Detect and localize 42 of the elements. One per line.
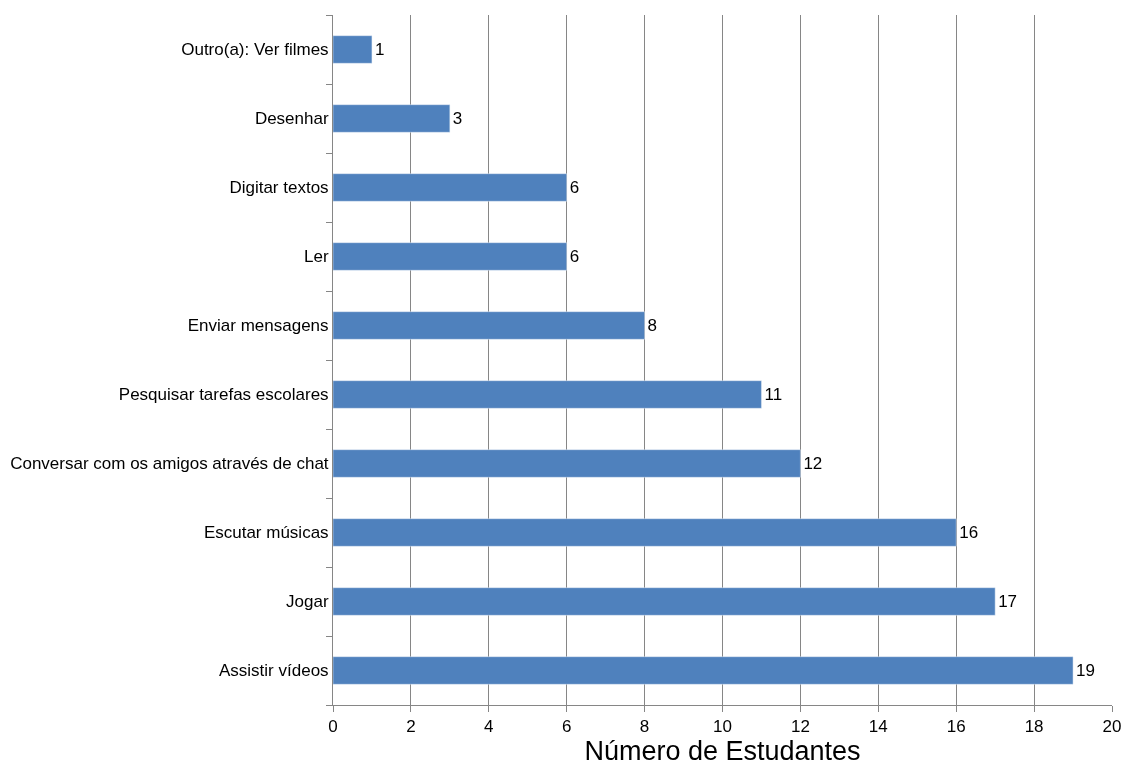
- bar: [333, 656, 1074, 685]
- x-tick-label: 4: [484, 717, 494, 737]
- data-label: 6: [569, 247, 580, 266]
- bar: [333, 35, 373, 64]
- bar: [333, 242, 567, 271]
- data-label: 1: [374, 40, 385, 59]
- data-label: 8: [647, 316, 658, 335]
- y-tick-label: Desenhar: [254, 109, 329, 129]
- y-tick-label: Jogar: [286, 592, 329, 612]
- x-tick-label: 14: [868, 717, 888, 737]
- bar: [333, 311, 645, 340]
- data-label: 16: [959, 523, 979, 542]
- x-axis-title: Número de Estudantes: [584, 736, 861, 767]
- y-tick-label: Digitar textos: [229, 178, 329, 198]
- x-tick-label: 8: [639, 717, 650, 737]
- y-tick-label: Pesquisar tarefas escolares: [118, 385, 329, 405]
- x-tick-label: 16: [946, 717, 966, 737]
- y-tick-label: Assistir vídeos: [219, 661, 329, 681]
- bar: [333, 173, 567, 202]
- data-label: 3: [452, 109, 463, 128]
- bar: [333, 587, 996, 616]
- data-label: 19: [1076, 661, 1095, 680]
- bar: [333, 449, 801, 478]
- x-tick-label: 2: [406, 717, 416, 737]
- data-label: 17: [998, 592, 1018, 611]
- x-tick-label: 12: [790, 717, 810, 737]
- data-label: 12: [803, 454, 823, 473]
- bar: [333, 380, 762, 409]
- x-tick-label: 18: [1024, 717, 1044, 737]
- bar: [333, 104, 451, 133]
- data-label: 11: [764, 385, 783, 404]
- y-tick-label: Outro(a): Ver filmes: [181, 40, 329, 60]
- y-tick-label: Enviar mensagens: [187, 316, 329, 336]
- x-tick-label: 20: [1102, 717, 1122, 737]
- y-tick-label: Escutar músicas: [203, 523, 329, 543]
- y-tick-label: Ler: [304, 247, 329, 267]
- bar: [333, 518, 957, 547]
- x-tick-label: 6: [561, 717, 572, 737]
- x-tick-label: 0: [328, 717, 338, 737]
- data-label: 6: [569, 178, 580, 197]
- x-tick-label: 10: [713, 717, 732, 737]
- y-tick-label: Conversar com os amigos através de chat: [10, 454, 329, 474]
